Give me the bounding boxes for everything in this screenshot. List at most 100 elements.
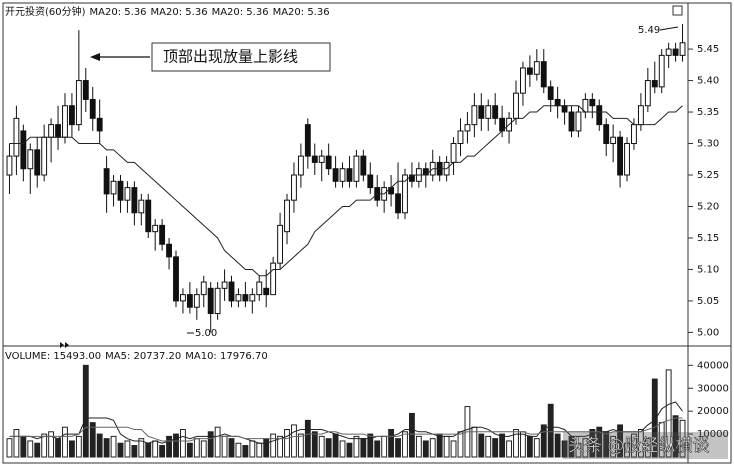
y-tick-label: 5.40 (697, 76, 719, 87)
volume-bar (672, 415, 679, 458)
y-tick-label: 20000 (697, 406, 729, 417)
candle-body (214, 287, 221, 315)
volume-bar (422, 440, 429, 458)
price-header: 开元投资(60分钟) MA20: 5.36 MA20: 5.36 MA20: 5.36… (5, 5, 330, 18)
y-tick-label: 5.10 (697, 264, 719, 275)
candle-body (311, 155, 318, 163)
y-tick-label: 5.35 (697, 107, 719, 118)
volume-bar (263, 438, 270, 458)
volume-ma-line (9, 401, 683, 444)
volume-bar (450, 440, 457, 458)
volume-bar (75, 435, 82, 458)
volume-bar (159, 445, 166, 458)
candle-body (270, 262, 277, 296)
candle-body (48, 124, 55, 138)
candle-body (20, 130, 27, 170)
candle-body (41, 136, 48, 176)
volume-bar (13, 429, 20, 458)
volume-bar (96, 433, 103, 458)
volume-bar (270, 433, 277, 458)
y-tick-label: 30000 (697, 383, 729, 394)
volume-bar (554, 433, 561, 458)
y-tick-label: 5.20 (697, 201, 719, 212)
volume-bar (610, 435, 617, 458)
candle-body (631, 124, 637, 145)
volume-bar (332, 433, 339, 458)
candle-body (131, 187, 138, 214)
volume-bar (180, 429, 186, 458)
volume-bar (297, 433, 304, 458)
volume-bar (284, 429, 290, 458)
candle-body (55, 124, 61, 138)
candle-body (186, 294, 193, 308)
candle-body (395, 193, 401, 214)
indicator: MA20: 5.36 (151, 7, 208, 18)
volume-bar (89, 422, 96, 458)
volume-bar (429, 438, 436, 458)
candle-body (193, 294, 200, 308)
candle-body (180, 294, 186, 302)
candle-body (82, 80, 89, 100)
candle-body (353, 155, 360, 182)
annotation-arrow (659, 26, 679, 31)
volume-bar (402, 431, 408, 458)
candle-body (159, 224, 166, 245)
volume-bar (582, 438, 589, 458)
volume-bar (388, 429, 395, 458)
candle-body (596, 105, 603, 126)
candle-body (117, 180, 124, 201)
candle-body (291, 174, 297, 201)
candle-body (145, 199, 152, 233)
candle-body (27, 149, 34, 170)
volume-bar (256, 442, 263, 458)
candle-body (457, 130, 464, 145)
y-tick-label: 5.05 (697, 296, 719, 307)
candle-body (568, 111, 575, 132)
volume-bar (533, 438, 540, 458)
volume-bar (526, 435, 533, 458)
candle-body (658, 54, 665, 88)
candle-body (34, 149, 41, 176)
candle-body (124, 187, 131, 201)
volume-bar (20, 435, 27, 458)
volume-bar (637, 429, 644, 458)
indicator: MA10: 17976.70 (185, 351, 267, 362)
candle-body (637, 105, 644, 126)
volume-bar (395, 438, 401, 458)
volume-bar (457, 431, 464, 458)
volume-bar (485, 435, 492, 458)
candle-body (367, 174, 374, 189)
candle-body (644, 80, 651, 107)
volume-bar (408, 412, 415, 458)
candle-body (617, 136, 624, 176)
volume-bar (193, 438, 200, 458)
volume-bar (291, 424, 297, 458)
volume-ma-line (9, 417, 683, 442)
y-tick-label: 5.00 (697, 327, 719, 338)
candle-body (665, 48, 672, 56)
candle-body (603, 124, 610, 145)
volume-bar (200, 440, 207, 458)
candle-body (561, 105, 568, 113)
annotation: 5.49 (638, 25, 660, 36)
volume-bar (131, 445, 138, 458)
candle-body (610, 136, 617, 145)
candle-body (297, 155, 304, 176)
volume-bar (360, 438, 367, 458)
volume-bar (242, 445, 249, 458)
volume-bar (492, 438, 499, 458)
annotation: 顶部出现放量上影线 (163, 48, 298, 66)
candle-body (554, 98, 561, 107)
candle-body (75, 80, 82, 126)
volume-bar (325, 438, 332, 458)
volume-bar (415, 435, 422, 458)
volume-bar (82, 364, 89, 458)
arrow-head (90, 53, 100, 61)
volume-bar (34, 442, 41, 458)
title: VOLUME: 15493.00 (5, 351, 101, 362)
volume-bar (381, 435, 388, 458)
y-tick-label: 5.15 (697, 233, 719, 244)
volume-bar (631, 433, 637, 458)
title: 开元投资(60分钟) (5, 5, 86, 18)
volume-bar (48, 431, 55, 458)
